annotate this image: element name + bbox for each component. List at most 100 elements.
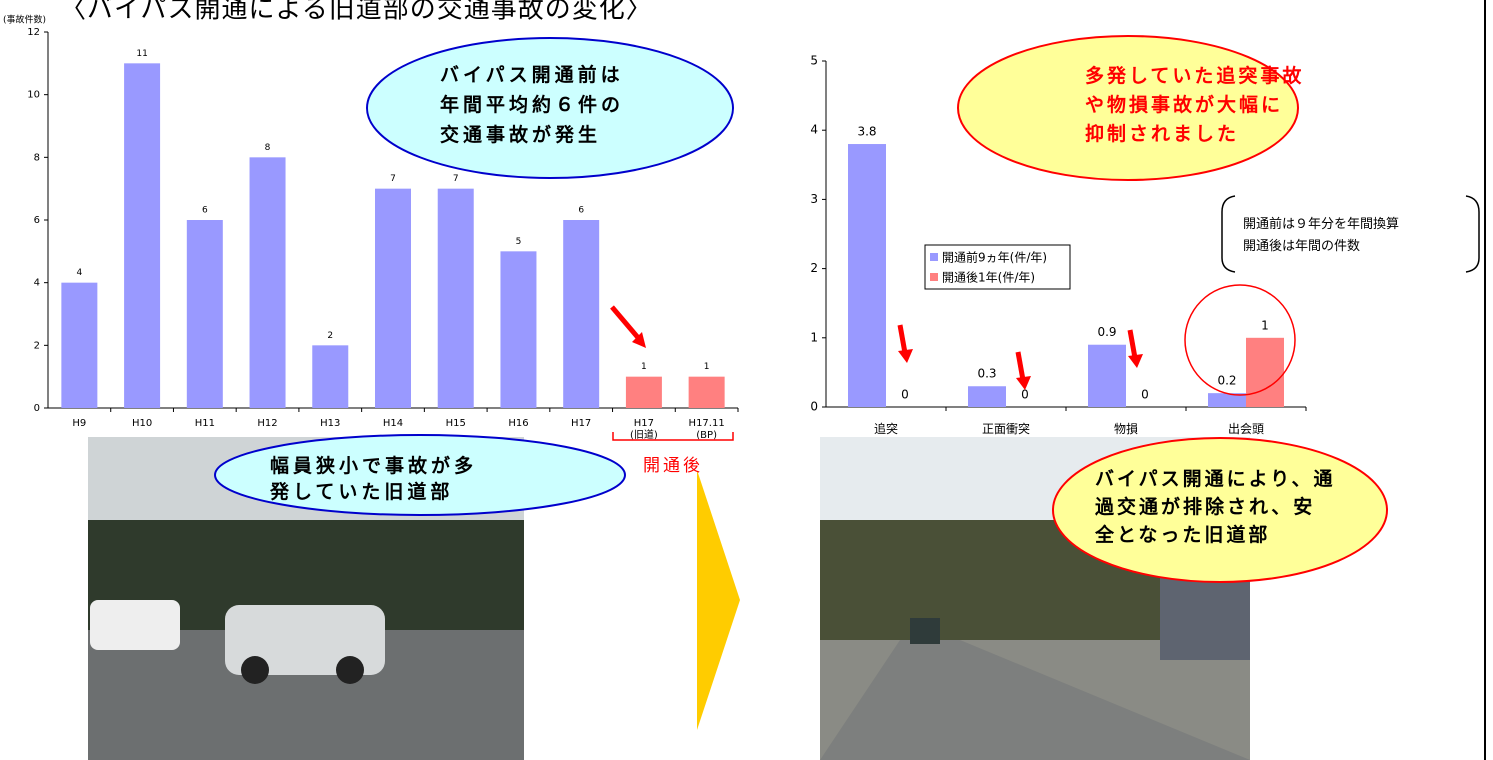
- text-line: H12: [257, 418, 277, 429]
- bar: [375, 189, 411, 408]
- value-label: 0: [901, 388, 909, 402]
- value-label: 1: [704, 362, 710, 372]
- text-line: H14: [383, 418, 403, 429]
- text-line: や物損事故が大幅に: [1085, 93, 1283, 116]
- x-tick-label: 正面衝突: [982, 421, 1030, 436]
- text-line: H10: [132, 418, 152, 429]
- text-line: H17.11: [689, 418, 725, 429]
- bar: [500, 251, 536, 408]
- text-line: 開通後は年間の件数: [1243, 239, 1360, 254]
- value-label: 1: [641, 362, 647, 372]
- x-tick-label: H17.11(BP): [689, 418, 725, 441]
- text-line: 出会頭: [1228, 422, 1264, 436]
- value-label: 0.3: [977, 367, 996, 381]
- legend-swatch: [930, 253, 938, 261]
- chart-1: 0 2 4 6 8 10 12 H9 4 H10 1 1 H11 6 H12 8 H13 2 H14 7 H15 7 H16…: [3, 14, 738, 477]
- text-line: H17: [634, 418, 654, 429]
- value-label: 0.9: [1097, 325, 1116, 339]
- chart-2: 012345追突3.80正面衝突0.30物損0.90出会頭0.21開通前9ヵ年(…: [810, 36, 1479, 436]
- red-arrow: [1018, 352, 1023, 380]
- bar: [187, 220, 223, 408]
- y-tick-label: 4: [810, 123, 818, 137]
- bar: [848, 144, 886, 407]
- text-line: 抑制されました: [1085, 122, 1239, 145]
- x-tick-label: H17: [571, 418, 591, 429]
- note: 開通前は９年分を年間換算開通後は年間の件数: [1243, 216, 1399, 254]
- y-tick-label: 5: [810, 54, 818, 68]
- bar: [1246, 338, 1284, 407]
- arrow: [697, 470, 740, 730]
- y-tick-label: 0: [34, 403, 40, 414]
- value-label: 0.2: [1217, 374, 1236, 388]
- text-line: 開通前は９年分を年間換算: [1243, 216, 1399, 232]
- x-tick-label: H13: [320, 418, 340, 429]
- value-label: 7: [453, 174, 459, 184]
- x-tick-label: 追突: [874, 421, 898, 436]
- red-arrow-head: [1128, 354, 1143, 368]
- red-arrow-head: [898, 349, 913, 363]
- value-label: 4: [76, 268, 82, 278]
- red-arrow: [900, 325, 905, 353]
- x-tick-label: H10: [132, 418, 152, 429]
- bar: [250, 157, 286, 408]
- text-line: 年間平均約６件の: [440, 93, 624, 116]
- text-line: バイパス開通前は: [440, 63, 624, 86]
- value-label: 8: [265, 143, 271, 153]
- annotation: バイパス開通前は年間平均約６件の交通事故が発生: [440, 63, 624, 146]
- value-label: 0: [1141, 388, 1149, 402]
- value-label: 7: [390, 174, 396, 184]
- bar: [626, 377, 662, 408]
- y-tick-label: 10: [27, 90, 40, 101]
- x-tick-label: 物損: [1114, 421, 1138, 436]
- value-label: 1: [1261, 318, 1269, 332]
- y-tick-label: 1: [810, 330, 818, 344]
- text-line: H11: [195, 418, 215, 429]
- x-tick-label: H12: [257, 418, 277, 429]
- text-line: H13: [320, 418, 340, 429]
- slide: 〈バイパス開通による旧道部の交通事故の変化〉 幅員狭小で事故が多発していた旧道部…: [0, 0, 1493, 760]
- note-bracket: [1222, 196, 1479, 272]
- bar: [689, 377, 725, 408]
- legend-label: 開通前9ヵ年(件/年): [942, 250, 1047, 265]
- text-line: 正面衝突: [982, 421, 1030, 436]
- slide-title: 〈バイパス開通による旧道部の交通事故の変化〉: [60, 0, 653, 25]
- value-label: 2: [327, 331, 333, 341]
- bar: [968, 386, 1006, 407]
- text-line: H9: [72, 418, 86, 429]
- y-tick-label: 12: [27, 27, 40, 38]
- legend: 開通前9ヵ年(件/年) 開通後1年(件/年): [925, 245, 1070, 289]
- text-line: 交通事故が発生: [440, 123, 601, 146]
- text-line: (旧道): [630, 428, 658, 441]
- legend-label: 開通後1年(件/年): [942, 271, 1035, 285]
- x-tick-label: 出会頭: [1228, 422, 1264, 436]
- y-tick-label: 2: [810, 261, 818, 275]
- y-tick-label: 8: [34, 152, 40, 163]
- text-line: H17: [571, 418, 591, 429]
- y-tick-label: 0: [810, 400, 818, 414]
- y-tick-label: 2: [34, 340, 40, 351]
- y-axis-label: (事故件数): [3, 14, 46, 26]
- text-line: H16: [508, 418, 528, 429]
- red-arrow: [612, 307, 640, 340]
- text-line: 追突: [874, 421, 898, 436]
- y-tick-label: 3: [810, 192, 818, 206]
- bar: [124, 63, 160, 408]
- text-line: 物損: [1114, 421, 1138, 436]
- bar: [312, 345, 348, 408]
- bar: [1088, 345, 1126, 407]
- y-tick-label: 4: [34, 278, 40, 289]
- x-tick-label: H14: [383, 418, 403, 429]
- bar: [61, 283, 97, 408]
- bar: [438, 189, 474, 408]
- bar: [563, 220, 599, 408]
- y-tick-label: 6: [34, 215, 40, 226]
- x-tick-label: H16: [508, 418, 528, 429]
- x-tick-label: H9: [72, 418, 86, 429]
- text-line: 多発していた追突事故: [1085, 64, 1304, 87]
- value-label: 6: [202, 206, 208, 216]
- x-tick-label: H11: [195, 418, 215, 429]
- text-line: H15: [446, 418, 466, 429]
- legend-swatch: [930, 273, 938, 281]
- value-label: 3.8: [857, 125, 876, 139]
- red-arrow: [1130, 330, 1135, 358]
